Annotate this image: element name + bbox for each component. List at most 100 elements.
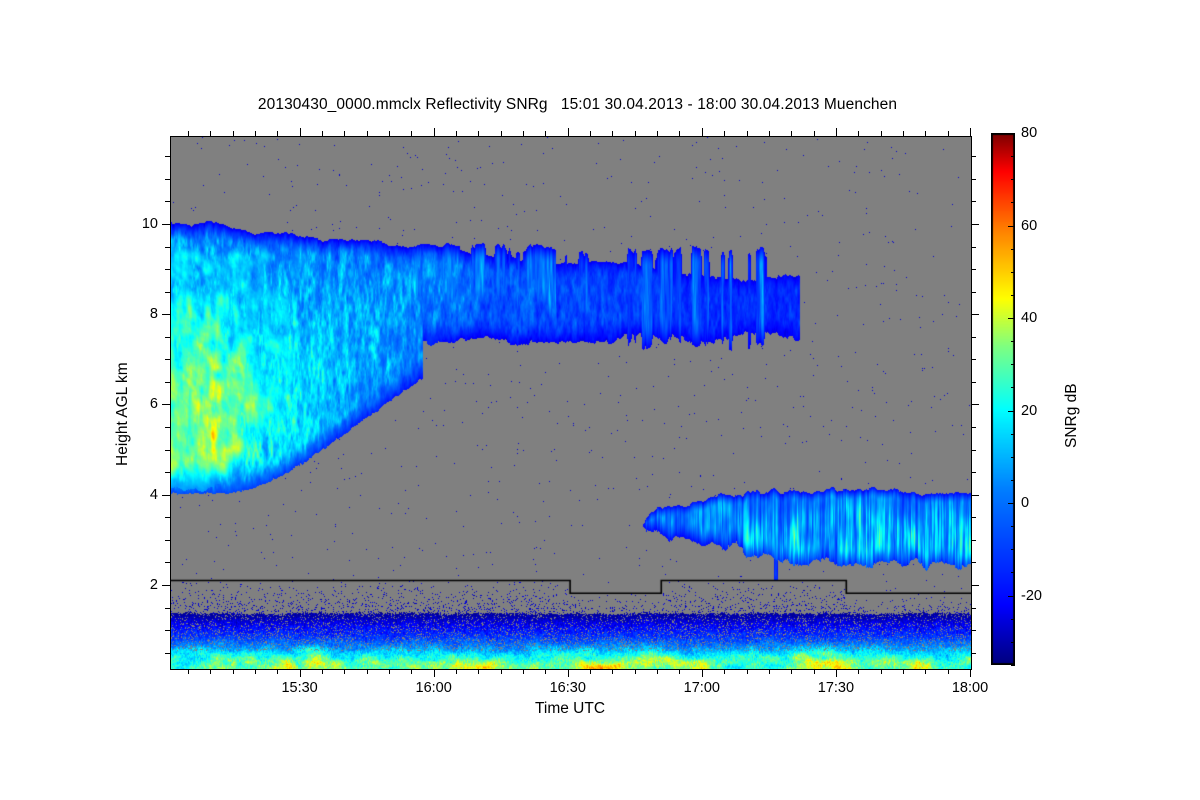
y-axis-label: Height AGL km — [114, 362, 131, 466]
y-axis-minor-tick — [165, 562, 170, 564]
x-axis-minor-tick — [456, 669, 458, 674]
y-axis-minor-tick — [165, 156, 170, 158]
x-axis-minor-tick-top — [321, 131, 323, 136]
y-axis-major-tick-right — [971, 494, 979, 496]
x-axis-minor-tick — [344, 669, 346, 674]
x-axis-minor-tick — [813, 669, 815, 674]
y-axis-minor-tick-right — [971, 607, 976, 609]
x-axis-major-tick — [567, 669, 569, 677]
x-axis-minor-tick-top — [612, 131, 614, 136]
x-axis-minor-tick-top — [232, 131, 234, 136]
x-axis-major-tick-top — [701, 128, 703, 136]
x-axis-minor-tick-top — [746, 131, 748, 136]
x-axis-major-tick — [433, 669, 435, 677]
colorbar-minor-tick — [1011, 179, 1015, 181]
x-axis-minor-tick — [612, 669, 614, 674]
x-axis-minor-tick — [902, 669, 904, 674]
x-axis-minor-tick — [187, 669, 189, 674]
y-axis-minor-tick — [165, 291, 170, 293]
x-axis-minor-tick-top — [456, 131, 458, 136]
x-axis-minor-tick — [366, 669, 368, 674]
y-axis-major-tick — [162, 584, 170, 586]
x-axis-minor-tick-top — [657, 131, 659, 136]
colorbar-major-tick — [1008, 225, 1015, 227]
colorbar-minor-tick — [1011, 341, 1015, 343]
y-axis-minor-tick-right — [971, 336, 976, 338]
x-axis-major-tick — [835, 669, 837, 677]
y-axis-minor-tick — [165, 630, 170, 632]
x-axis-minor-tick — [925, 669, 927, 674]
y-axis-major-tick-right — [971, 584, 979, 586]
x-axis-minor-tick — [321, 669, 323, 674]
colorbar-major-tick — [1008, 410, 1015, 412]
y-axis-major-tick — [162, 223, 170, 225]
colorbar-minor-tick — [1011, 156, 1015, 158]
x-axis-minor-tick-top — [254, 131, 256, 136]
x-axis-minor-tick — [388, 669, 390, 674]
colorbar-minor-tick — [1011, 294, 1015, 296]
x-axis-minor-tick-top — [523, 131, 525, 136]
y-axis-minor-tick-right — [971, 562, 976, 564]
colorbar-minor-tick — [1011, 387, 1015, 389]
x-axis-minor-tick-top — [925, 131, 927, 136]
colorbar-tick-label: 20 — [1021, 402, 1038, 419]
x-axis-minor-tick — [232, 669, 234, 674]
y-axis-minor-tick-right — [971, 156, 976, 158]
colorbar-minor-tick — [1011, 549, 1015, 551]
y-axis-minor-tick-right — [971, 539, 976, 541]
colorbar-minor-tick — [1011, 618, 1015, 620]
y-axis-major-tick-right — [971, 314, 979, 316]
colorbar-minor-tick — [1011, 433, 1015, 435]
colorbar-minor-tick — [1011, 665, 1015, 666]
x-axis-tick-label: 16:30 — [549, 680, 586, 696]
x-axis-minor-tick — [523, 669, 525, 674]
x-axis-minor-tick-top — [902, 131, 904, 136]
y-axis-tick-label: 2 — [149, 576, 158, 593]
x-axis-label: Time UTC — [534, 700, 606, 717]
x-axis-minor-tick-top — [545, 131, 547, 136]
x-axis-tick-label: 17:30 — [817, 680, 855, 696]
colorbar-gradient — [991, 133, 1015, 665]
x-axis-minor-tick-top — [277, 131, 279, 136]
x-axis-minor-tick-top — [210, 131, 212, 136]
x-axis-minor-tick — [590, 669, 592, 674]
x-axis-minor-tick — [210, 669, 212, 674]
x-axis-minor-tick-top — [813, 131, 815, 136]
x-axis-minor-tick — [411, 669, 413, 674]
y-axis-minor-tick — [165, 336, 170, 338]
y-axis-minor-tick — [165, 201, 170, 203]
colorbar-tick-label: 80 — [1021, 125, 1038, 141]
y-axis-minor-tick — [165, 539, 170, 541]
x-axis-minor-tick-top — [791, 131, 793, 136]
x-axis-tick-label: 18:00 — [951, 680, 989, 696]
x-axis-major-tick-top — [299, 128, 301, 136]
y-axis-minor-tick — [165, 472, 170, 474]
colorbar-minor-tick — [1011, 572, 1015, 574]
y-axis-tick-label: 8 — [149, 306, 158, 323]
y-axis-minor-tick-right — [971, 517, 976, 519]
colorbar-major-tick — [1008, 595, 1015, 597]
y-axis-minor-tick — [165, 607, 170, 609]
y-axis-major-tick-right — [971, 223, 979, 225]
colorbar-minor-tick — [1011, 456, 1015, 458]
x-axis-minor-tick — [679, 669, 681, 674]
y-axis-minor-tick — [165, 246, 170, 248]
colorbar-minor-tick — [1011, 526, 1015, 528]
x-axis-tick-label: 17:00 — [683, 680, 720, 696]
x-axis-minor-tick — [746, 669, 748, 674]
x-axis-minor-tick-top — [366, 131, 368, 136]
x-axis-minor-tick — [768, 669, 770, 674]
x-axis-tick-label: 16:00 — [415, 680, 452, 696]
x-axis-minor-tick — [478, 669, 480, 674]
x-axis-minor-tick-top — [187, 131, 189, 136]
y-axis-minor-tick — [165, 178, 170, 180]
colorbar-minor-tick — [1011, 479, 1015, 481]
x-axis-minor-tick-top — [768, 131, 770, 136]
y-axis-minor-tick-right — [971, 359, 976, 361]
x-axis-minor-tick-top — [344, 131, 346, 136]
x-axis-major-tick-top — [567, 128, 569, 136]
colorbar-major-tick — [1008, 133, 1015, 134]
y-axis-major-tick-right — [971, 404, 979, 406]
y-axis-minor-tick-right — [971, 291, 976, 293]
